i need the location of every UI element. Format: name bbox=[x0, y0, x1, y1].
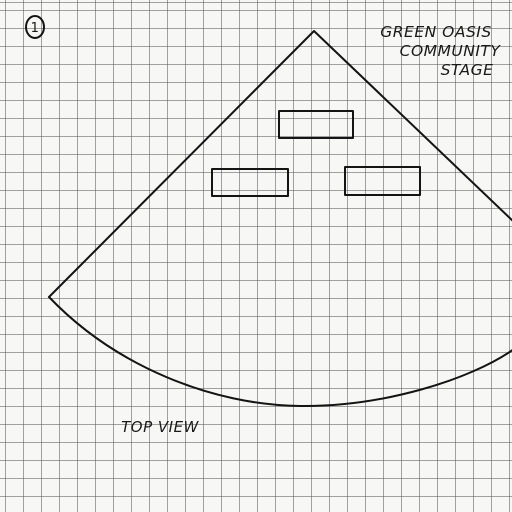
page-number: 1 bbox=[31, 21, 40, 36]
title-line-1: GREEN OASIS bbox=[380, 23, 491, 41]
view-caption: TOP VIEW bbox=[121, 418, 199, 436]
title-line-2: COMMUNITY bbox=[400, 42, 502, 60]
stage-platform-top bbox=[278, 110, 354, 139]
stage-front-arc bbox=[48, 296, 512, 408]
title-block: GREEN OASIS COMMUNITY STAGE bbox=[380, 23, 501, 79]
stage-outline-edges bbox=[48, 30, 512, 298]
stage-platform-left bbox=[211, 168, 289, 197]
title-line-3: STAGE bbox=[441, 61, 494, 79]
page-number-marker: 1 bbox=[25, 15, 45, 39]
stage-platform-right bbox=[344, 166, 421, 196]
page-number-circle bbox=[25, 15, 45, 39]
